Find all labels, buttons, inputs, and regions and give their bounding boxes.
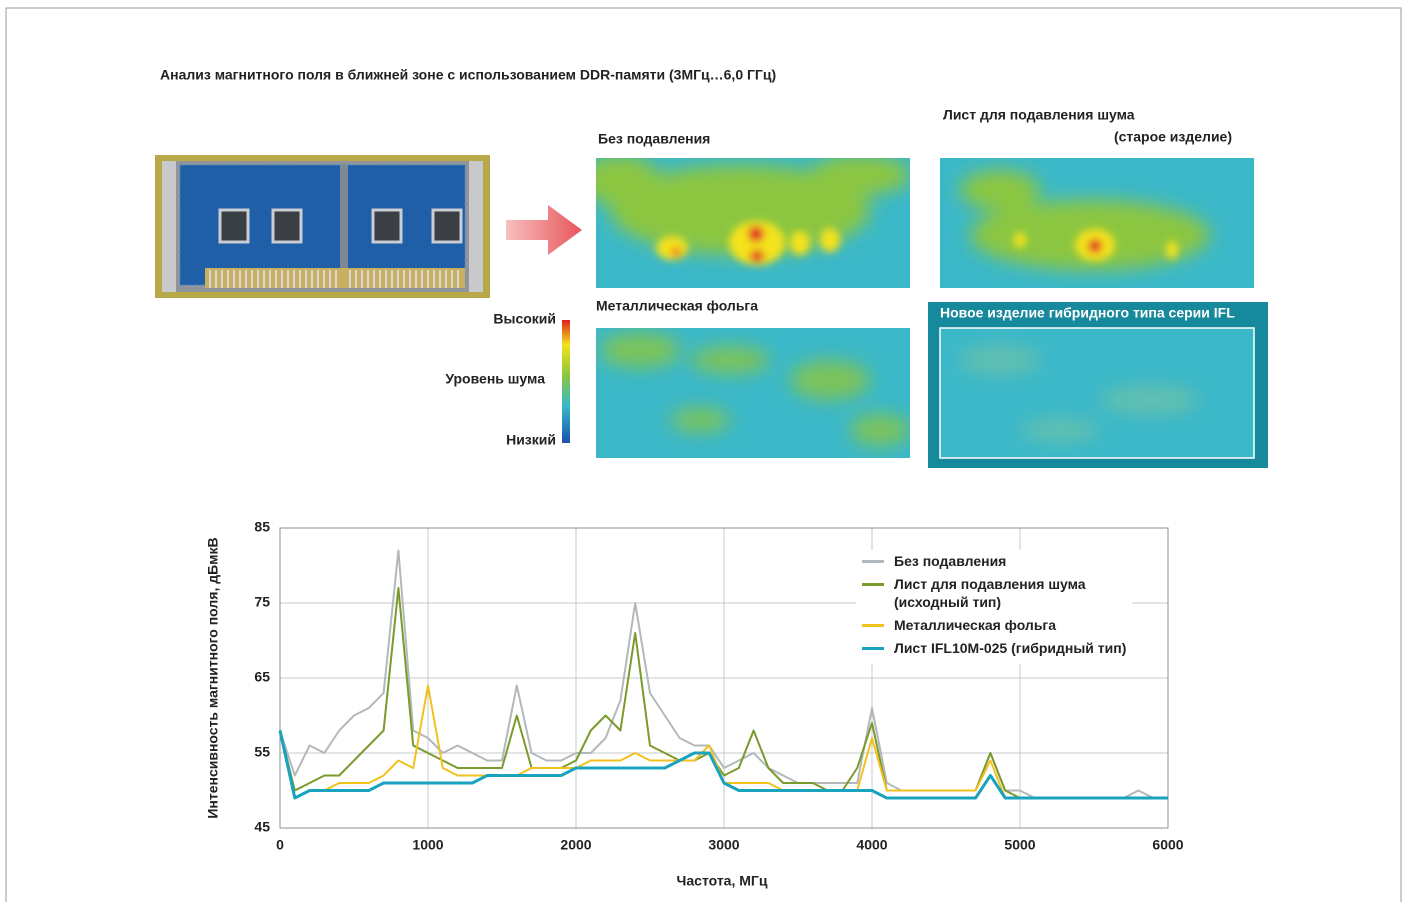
- panel-label: Металлическая фольга: [596, 298, 758, 314]
- x-tick-label: 0: [276, 837, 284, 853]
- y-axis-title: Интенсивность магнитного поля, дБмкВ: [205, 537, 221, 818]
- heatmap: [940, 328, 1254, 458]
- legend-swatch: [862, 624, 884, 627]
- heatmap: [596, 328, 910, 458]
- y-tick-label: 75: [254, 594, 270, 610]
- frame: [5, 7, 1402, 902]
- x-tick-label: 5000: [1004, 837, 1035, 853]
- legend-label: Лист IFL10M-025 (гибридный тип): [894, 640, 1127, 656]
- legend-label: Без подавления: [894, 553, 1007, 569]
- colorbar-label: Низкий: [506, 432, 556, 448]
- pcb-illustration: [155, 155, 490, 298]
- legend-item: Без подавления: [862, 552, 1126, 570]
- x-tick-label: 2000: [560, 837, 591, 853]
- series-line: [279, 549, 1168, 799]
- x-tick-label: 3000: [708, 837, 739, 853]
- panel-label: Лист для подавления шума: [943, 107, 1135, 123]
- heatmap: [940, 158, 1254, 288]
- panel-label: Без подавления: [598, 131, 710, 147]
- legend: Без подавления Лист для подавления шума (…: [856, 550, 1133, 664]
- colorbar-label: Высокий: [493, 311, 556, 327]
- panel-label: Новое изделие гибридного типа серии IFL: [940, 305, 1235, 321]
- x-tick-label: 4000: [856, 837, 887, 853]
- x-axis-title: Частота, МГц: [677, 873, 768, 889]
- x-tick-label: 1000: [412, 837, 443, 853]
- plot-frame: [279, 527, 1169, 829]
- y-tick-label: 65: [254, 669, 270, 685]
- colorbar: [562, 320, 570, 443]
- legend-swatch: [862, 647, 884, 650]
- legend-item: Лист IFL10M-025 (гибридный тип): [862, 639, 1126, 657]
- x-tick-label: 6000: [1152, 837, 1183, 853]
- figure-title: Анализ магнитного поля в ближней зоне с …: [160, 67, 776, 83]
- y-tick-label: 85: [254, 519, 270, 535]
- legend-label: Металлическая фольга: [894, 617, 1057, 633]
- y-tick-label: 55: [254, 744, 270, 760]
- panel-outline: [939, 327, 1255, 459]
- arrow: [506, 205, 582, 255]
- colorbar-label: Уровень шума: [445, 371, 545, 387]
- legend-swatch: [862, 560, 884, 563]
- legend-label: Лист для подавления шума (исходный тип): [894, 576, 1086, 610]
- heatmap: [596, 158, 910, 288]
- legend-item: Лист для подавления шума (исходный тип): [862, 575, 1126, 611]
- panel-label: (старое изделие): [1114, 129, 1232, 145]
- y-tick-label: 45: [254, 819, 270, 835]
- legend-swatch: [862, 583, 884, 586]
- legend-item: Металлическая фольга: [862, 616, 1126, 634]
- series-line: [278, 730, 1168, 800]
